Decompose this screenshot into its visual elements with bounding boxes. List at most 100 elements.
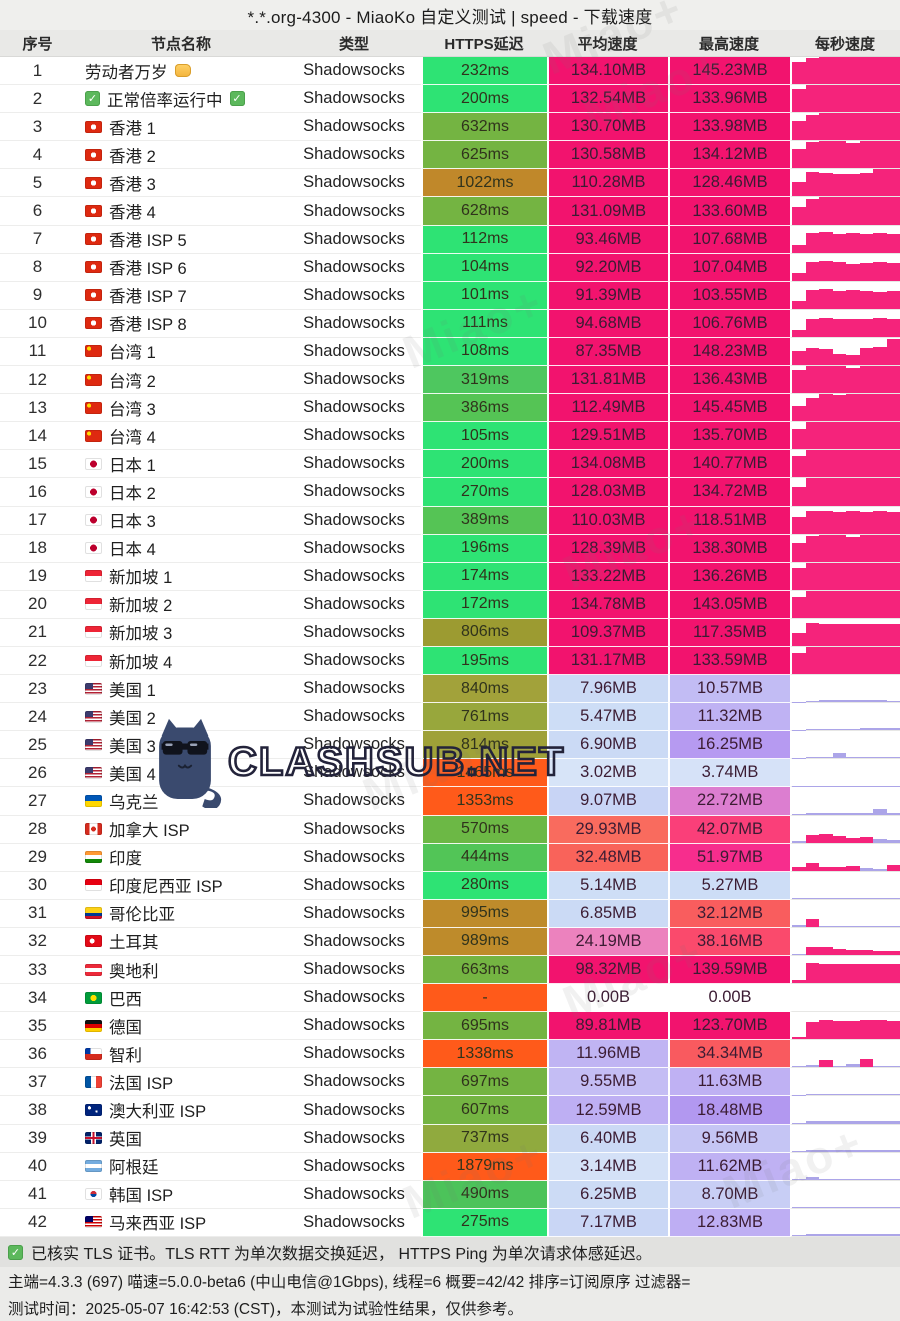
sparkline-bar (886, 951, 900, 955)
node-index: 8 (0, 254, 75, 282)
table-header: 序号 节点名称 类型 HTTPS延迟 平均速度 最高速度 每秒速度 (0, 30, 900, 57)
sparkline-bar (819, 450, 833, 478)
latency-cell: 697ms (421, 1068, 547, 1097)
avg-speed-cell: 87.35MB (547, 337, 668, 367)
node-index: 26 (0, 759, 75, 788)
node-index: 36 (0, 1040, 75, 1069)
sparkline-bar (792, 273, 806, 281)
sparkline-bar (873, 728, 887, 731)
speed-sparkline (790, 1208, 900, 1237)
sparkline-bar (832, 141, 846, 169)
sparkline-bar (832, 422, 846, 450)
sparkline-bar (886, 728, 900, 731)
sparkline-bar (859, 836, 873, 843)
sparkline-bar (859, 950, 873, 955)
speed-sparkline (790, 675, 900, 704)
node-type: Shadowsocks (287, 141, 421, 170)
max-speed-cell: 123.70MB (668, 1012, 790, 1041)
sparkline-bar (805, 862, 819, 871)
check-icon (229, 91, 245, 107)
max-speed-cell: 117.35MB (668, 618, 790, 647)
latency-cell: 695ms (421, 1012, 547, 1041)
sparkline-bar (805, 785, 819, 787)
sparkline-bar (859, 926, 873, 927)
sparkline-bar (805, 897, 819, 899)
node-type: Shadowsocks (287, 1068, 421, 1097)
sparkline-bar (846, 949, 860, 955)
check-icon (8, 1244, 23, 1260)
node-index: 21 (0, 619, 75, 647)
latency-cell: 1465ms (421, 759, 547, 788)
node-type: Shadowsocks (287, 1125, 421, 1153)
node-name-cell: 台湾 2 (75, 366, 287, 395)
sparkline-bar (873, 1066, 887, 1068)
latency-cell: 840ms (421, 675, 547, 704)
node-index: 41 (0, 1181, 75, 1209)
sparkline-bar (886, 113, 900, 141)
sparkline-bar (846, 562, 860, 590)
speed-sparkline (790, 197, 900, 226)
sparkline-bar (792, 206, 806, 225)
sparkline-bar (819, 511, 833, 534)
max-speed-cell: 118.51MB (668, 506, 790, 535)
col-header-avg-speed: 平均速度 (577, 35, 638, 53)
node-index: 2 (0, 85, 75, 114)
sparkline-bar (873, 317, 887, 337)
sparkline-bar (846, 85, 860, 113)
flag-cn-icon (85, 401, 102, 414)
node-name-cell: 马来西亚 ISP (75, 1209, 287, 1237)
sparkline-bar (873, 366, 887, 394)
speed-sparkline (790, 57, 900, 86)
avg-speed-cell: 7.96MB (547, 675, 668, 704)
table-row: 20 新加坡 2 Shadowsocks 172ms 134.78MB 143.05MB (0, 590, 900, 619)
latency-cell: 490ms (421, 1180, 547, 1209)
max-speed-cell: 134.12MB (668, 141, 790, 170)
sparkline-bar (805, 728, 819, 731)
flag-hk-icon (85, 205, 102, 218)
node-index: 32 (0, 928, 75, 956)
sparkline-bar (792, 351, 806, 366)
sparkline-bar (805, 318, 819, 337)
max-speed-cell: 107.04MB (668, 253, 790, 282)
sparkline-bar (859, 785, 873, 787)
avg-speed-cell: 132.54MB (547, 85, 668, 114)
node-index: 14 (0, 422, 75, 451)
sparkline-bar (805, 1064, 819, 1068)
sparkline-bar (832, 700, 846, 703)
node-name: 马来西亚 ISP (109, 1215, 207, 1234)
avg-speed-cell: 89.81MB (547, 1012, 668, 1041)
flag-us-icon (85, 682, 102, 695)
flag-hk-icon (85, 289, 102, 302)
sparkline-bar (819, 173, 833, 197)
node-name: 香港 ISP 5 (109, 232, 187, 251)
max-speed-cell: 34.34MB (668, 1040, 790, 1069)
sparkline-bar (805, 510, 819, 534)
node-name-cell: 哥伦比亚 (75, 900, 287, 928)
sparkline-bar (873, 839, 887, 843)
sparkline-bar (873, 169, 887, 197)
sparkline-bar (792, 813, 806, 815)
sparkline-bar (873, 757, 887, 759)
max-speed-cell: 148.23MB (668, 337, 790, 367)
sparkline-bar (805, 261, 819, 281)
sparkline-bar (792, 405, 806, 422)
sparkline-bar (886, 1150, 900, 1152)
sparkline-bar (859, 728, 873, 731)
sparkline-bar (792, 429, 806, 450)
max-speed-cell: 136.26MB (668, 562, 790, 591)
avg-speed-cell: 5.14MB (547, 871, 668, 900)
table-row: 39 英国 Shadowsocks 737ms 6.40MB 9.56MB (0, 1124, 900, 1153)
sparkline-bar (819, 534, 833, 562)
sparkline-bar (805, 946, 819, 955)
latency-cell: 806ms (421, 618, 547, 647)
speed-sparkline (790, 703, 900, 732)
sparkline-bar (886, 839, 900, 843)
table-row: 9 香港 ISP 7 Shadowsocks 101ms 91.39MB 103.55MB (0, 281, 900, 310)
node-type: Shadowsocks (287, 535, 421, 563)
node-type: Shadowsocks (287, 254, 421, 282)
sparkline-bar (859, 141, 873, 169)
sparkline-bar (819, 590, 833, 618)
sparkline-bar (846, 1064, 860, 1068)
sparkline-bar (792, 455, 806, 478)
sparkline-bar (832, 964, 846, 984)
